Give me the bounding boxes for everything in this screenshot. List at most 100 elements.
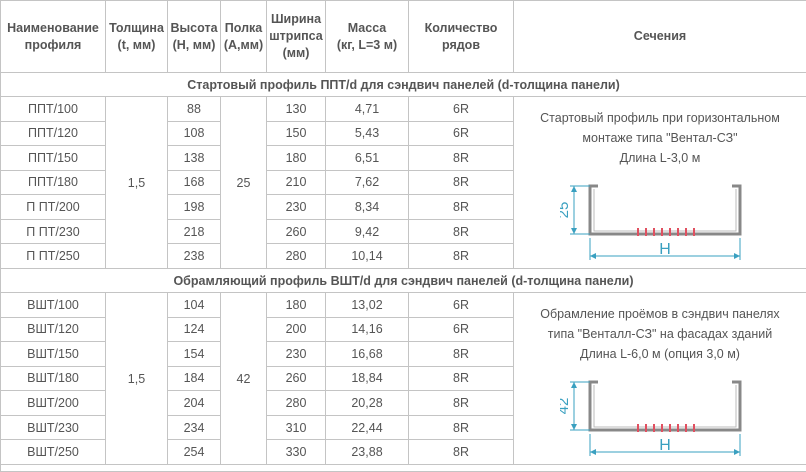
cell: 10,14 xyxy=(326,244,409,269)
cell: 280 xyxy=(267,244,326,269)
cell: 6R xyxy=(409,317,514,342)
description-line: Длина L-6,0 м (опция 3,0 м) xyxy=(514,344,806,364)
cell: ВШТ/200 xyxy=(1,391,106,416)
description-line: монтаже типа "Вентал-СЗ" xyxy=(514,128,806,148)
header-text: (А,мм) xyxy=(224,38,263,52)
section-title: Обрамляющий профиль ВШТ/d для сэндвич па… xyxy=(1,269,806,293)
cell: П ПТ/200 xyxy=(1,195,106,220)
cell: 200 xyxy=(267,317,326,342)
cell: 8R xyxy=(409,146,514,171)
cell: 6R xyxy=(409,293,514,318)
header-text: Высота xyxy=(170,21,217,35)
cell: 5,43 xyxy=(326,121,409,146)
cell: ВШТ/180 xyxy=(1,366,106,391)
cell: 230 xyxy=(267,342,326,367)
dim-height: 25 xyxy=(560,202,572,219)
cell: 154 xyxy=(168,342,221,367)
header-text: Ширина xyxy=(271,12,321,26)
arrow xyxy=(571,382,740,455)
cell: 168 xyxy=(168,170,221,195)
cell: 150 xyxy=(267,121,326,146)
column-header: Толщина (t, мм) xyxy=(106,1,168,73)
column-header: Ширина штрипса (мм) xyxy=(267,1,326,73)
header-text: штрипса xyxy=(269,29,322,43)
cell: 16,68 xyxy=(326,342,409,367)
cell: 8,34 xyxy=(326,195,409,220)
header-text: Наименование xyxy=(7,21,99,35)
description-line: типа "Венталл-СЗ" на фасадах зданий xyxy=(514,324,806,344)
header-text: рядов xyxy=(442,38,480,52)
description-line: Длина L-3,0 м xyxy=(514,148,806,168)
section-title: Стартовый профиль ППТ/d для сэндвич пане… xyxy=(1,73,806,97)
cell: 104 xyxy=(168,293,221,318)
cell: 13,02 xyxy=(326,293,409,318)
column-header: Высота(H, мм) xyxy=(168,1,221,73)
dim-width: H xyxy=(659,241,671,258)
cell: 6R xyxy=(409,97,514,122)
cell: 8R xyxy=(409,195,514,220)
profile-inner xyxy=(594,189,736,231)
cell: 8R xyxy=(409,366,514,391)
header-text: (мм) xyxy=(283,46,310,60)
section-row: Стартовый профиль ППТ/d для сэндвич пане… xyxy=(1,73,806,97)
column-header: Сечения xyxy=(514,1,806,73)
tail-row xyxy=(1,465,806,472)
cell: 130 xyxy=(267,97,326,122)
cell: 8R xyxy=(409,391,514,416)
cell: 124 xyxy=(168,317,221,342)
cell: 8R xyxy=(409,219,514,244)
cell: 22,44 xyxy=(326,415,409,440)
cell: 8R xyxy=(409,342,514,367)
profile-shape xyxy=(590,186,740,234)
flange: 42 xyxy=(221,293,267,465)
cell: 260 xyxy=(267,219,326,244)
header-text: Полка xyxy=(225,21,262,35)
section-diagram: 25 H xyxy=(560,176,760,268)
profile-shape xyxy=(590,382,740,430)
header-text: (t, мм) xyxy=(118,38,156,52)
cell: 198 xyxy=(168,195,221,220)
flange: 25 xyxy=(221,97,267,269)
cell: 9,42 xyxy=(326,219,409,244)
cell: 6R xyxy=(409,121,514,146)
header-text: Масса xyxy=(348,21,387,35)
column-header: Масса(кг, L=3 м) xyxy=(326,1,409,73)
cell: ППТ/180 xyxy=(1,170,106,195)
cell: 184 xyxy=(168,366,221,391)
dim-height: 42 xyxy=(560,398,572,415)
cell: 230 xyxy=(267,195,326,220)
cell: 254 xyxy=(168,440,221,465)
cell: 7,62 xyxy=(326,170,409,195)
cell: 218 xyxy=(168,219,221,244)
cell: ВШТ/100 xyxy=(1,293,106,318)
cell: ВШТ/250 xyxy=(1,440,106,465)
cell: ВШТ/120 xyxy=(1,317,106,342)
cell: 8R xyxy=(409,440,514,465)
cell: 260 xyxy=(267,366,326,391)
cell: 180 xyxy=(267,293,326,318)
profile-inner xyxy=(594,385,736,427)
cell: 210 xyxy=(267,170,326,195)
dim-width: H xyxy=(659,437,671,454)
cell: 204 xyxy=(168,391,221,416)
cell: 280 xyxy=(267,391,326,416)
cell: ППТ/100 xyxy=(1,97,106,122)
cell: 88 xyxy=(168,97,221,122)
column-header: Полка (А,мм) xyxy=(221,1,267,73)
cell: ППТ/120 xyxy=(1,121,106,146)
cell: 8R xyxy=(409,170,514,195)
cell: 180 xyxy=(267,146,326,171)
cell: П ПТ/250 xyxy=(1,244,106,269)
cell: 8R xyxy=(409,415,514,440)
header-text: Сечения xyxy=(634,29,686,43)
section-row: Обрамляющий профиль ВШТ/d для сэндвич па… xyxy=(1,269,806,293)
cell: ВШТ/230 xyxy=(1,415,106,440)
header-text: Толщина xyxy=(109,21,164,35)
arrow xyxy=(571,186,740,259)
cell: 108 xyxy=(168,121,221,146)
